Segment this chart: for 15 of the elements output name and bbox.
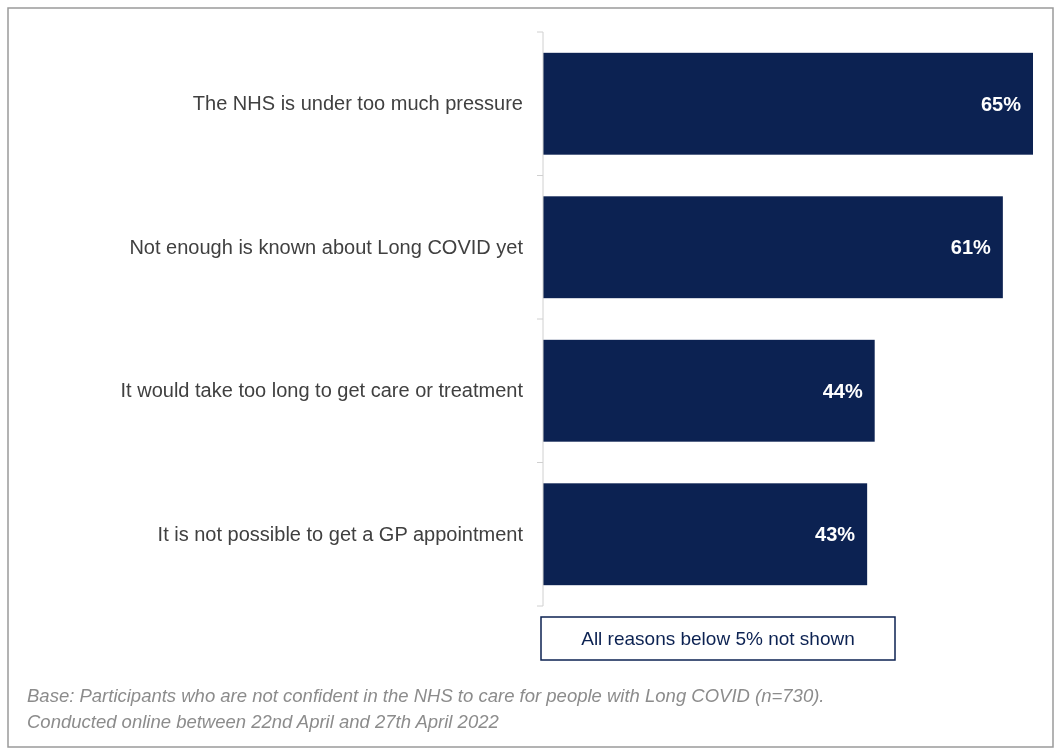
bar	[543, 52, 1033, 155]
text: Base: Participants who are not confident in the NHS to care for people with Long COVID (n=730).	[27, 685, 825, 706]
text: Conducted online between 22nd April and 27th April 2022	[27, 711, 500, 732]
data-label: 65%	[980, 92, 1022, 115]
data-label: 43%	[815, 523, 856, 546]
y-tick-label: The NHS is under too much pressure	[192, 92, 523, 115]
data-label: 61%	[950, 236, 992, 259]
bar	[543, 196, 1003, 299]
y-tick-label: Not enough is known about Long COVID yet	[129, 235, 524, 258]
y-tick-label: It is not possible to get a GP appointment	[157, 522, 524, 545]
y-tick-label: It would take too long to get care or treatment	[120, 379, 524, 402]
data-label: 44%	[822, 379, 863, 402]
bar	[543, 339, 875, 442]
text: All reasons below 5% not shown	[581, 627, 855, 649]
bar	[543, 483, 868, 586]
